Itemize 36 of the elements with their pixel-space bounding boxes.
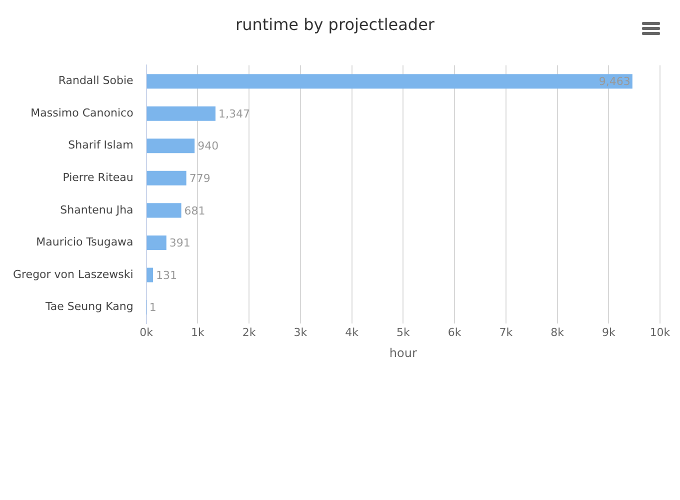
data-label: 1 — [149, 301, 156, 314]
bar — [146, 268, 154, 282]
y-tick-label: Tae Seung Kang — [44, 300, 134, 314]
x-axis-title: hour — [389, 346, 417, 360]
x-tick-label: 8k — [550, 326, 565, 339]
bar — [146, 170, 186, 186]
data-label: 9,463 — [598, 75, 630, 88]
data-label: 1,347 — [218, 107, 250, 120]
data-label: 681 — [184, 204, 206, 218]
y-tick-label: Randall Sobie — [58, 74, 134, 88]
y-tick-label: Pierre Riteau — [62, 171, 134, 184]
x-tick-label: 0k — [140, 326, 154, 339]
data-label: 131 — [156, 268, 178, 282]
x-tick-label: 9k — [602, 326, 616, 339]
data-label: 779 — [189, 172, 210, 186]
y-tick-label: Mauricio Tsugawa — [36, 236, 134, 249]
y-tick-label: Shantenu Jha — [60, 203, 134, 216]
data-label: 940 — [198, 140, 219, 153]
bar — [146, 203, 182, 218]
x-tick-label: 7k — [499, 326, 514, 339]
bar — [146, 235, 166, 250]
x-tick-label: 6k — [448, 326, 462, 339]
y-tick-label: Massimo Canonico — [30, 106, 134, 120]
bar — [146, 138, 195, 154]
chart-title: runtime by projectleader — [235, 14, 435, 34]
x-tick-label: 2k — [242, 326, 256, 339]
y-tick-label: Gregor von Laszewski — [12, 268, 134, 281]
y-tick-label: Sharif Islam — [68, 138, 134, 152]
x-tick-label: 1k — [190, 326, 205, 339]
bar — [146, 106, 216, 121]
x-tick-label: 10k — [650, 326, 671, 339]
x-tick-label: 4k — [345, 326, 360, 339]
bar — [146, 74, 632, 89]
x-tick-label: 5k — [396, 326, 410, 339]
x-tick-label: 3k — [294, 326, 308, 339]
data-label: 391 — [169, 236, 190, 250]
